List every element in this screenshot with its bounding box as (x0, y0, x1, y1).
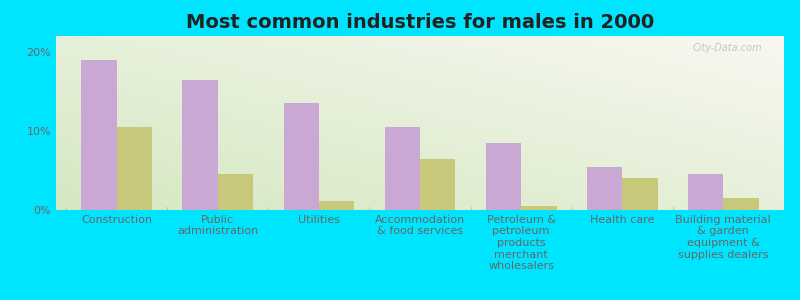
Bar (319, 200, 354, 210)
Title: Most common industries for males in 2000: Most common industries for males in 2000 (186, 13, 654, 32)
Bar (182, 80, 218, 210)
Bar (420, 159, 455, 210)
Bar (117, 127, 152, 210)
Bar (587, 167, 622, 210)
Bar (723, 198, 758, 210)
Text: City-Data.com: City-Data.com (693, 43, 762, 53)
Bar (521, 206, 557, 210)
Bar (82, 60, 117, 210)
Bar (385, 127, 420, 210)
Bar (622, 178, 658, 210)
Bar (218, 174, 253, 210)
Bar (486, 143, 521, 210)
Bar (283, 103, 319, 210)
Bar (688, 174, 723, 210)
